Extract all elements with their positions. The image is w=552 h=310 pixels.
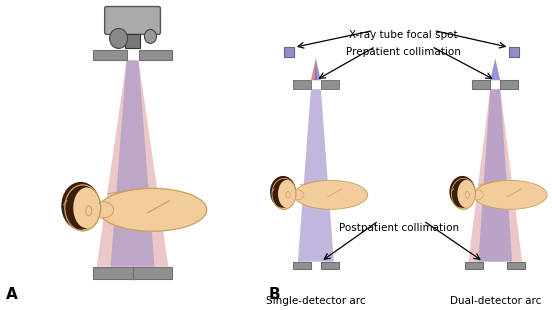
- Ellipse shape: [272, 179, 296, 209]
- Ellipse shape: [294, 180, 368, 209]
- Text: X-ray tube focal spot: X-ray tube focal spot: [349, 30, 458, 40]
- Text: Postpatient collimation: Postpatient collimation: [338, 223, 459, 233]
- Ellipse shape: [465, 191, 469, 198]
- Ellipse shape: [94, 202, 114, 218]
- Bar: [507, 262, 525, 268]
- Text: A: A: [6, 287, 18, 303]
- Ellipse shape: [286, 191, 290, 198]
- Ellipse shape: [278, 180, 296, 208]
- Ellipse shape: [73, 187, 100, 228]
- Polygon shape: [311, 58, 317, 80]
- Bar: [500, 80, 518, 89]
- Ellipse shape: [61, 182, 100, 230]
- FancyBboxPatch shape: [105, 7, 161, 34]
- Text: B: B: [269, 287, 280, 303]
- Bar: [125, 34, 141, 48]
- Ellipse shape: [449, 176, 475, 208]
- Polygon shape: [298, 89, 334, 262]
- Polygon shape: [478, 89, 512, 262]
- Bar: [293, 262, 311, 268]
- Bar: [321, 262, 339, 268]
- Ellipse shape: [145, 29, 156, 43]
- Ellipse shape: [98, 188, 207, 231]
- Ellipse shape: [270, 176, 296, 208]
- Polygon shape: [110, 60, 155, 267]
- Text: Single-detector arc: Single-detector arc: [266, 296, 365, 307]
- Bar: [139, 50, 172, 60]
- Ellipse shape: [469, 190, 484, 200]
- Ellipse shape: [290, 190, 304, 200]
- Bar: [321, 80, 339, 89]
- Text: Prepatient collimation: Prepatient collimation: [346, 47, 461, 57]
- Bar: [93, 267, 172, 279]
- Polygon shape: [97, 60, 168, 267]
- Bar: [284, 47, 294, 57]
- Ellipse shape: [473, 180, 547, 209]
- Ellipse shape: [110, 29, 128, 48]
- Ellipse shape: [86, 206, 92, 216]
- Polygon shape: [490, 58, 500, 80]
- Polygon shape: [468, 89, 522, 262]
- Ellipse shape: [458, 180, 475, 208]
- Text: Dual-detector arc: Dual-detector arc: [449, 296, 541, 307]
- Bar: [93, 50, 126, 60]
- Bar: [293, 80, 311, 89]
- Bar: [509, 47, 519, 57]
- Bar: [473, 80, 490, 89]
- Polygon shape: [315, 58, 321, 80]
- Ellipse shape: [452, 179, 475, 209]
- Bar: [465, 262, 484, 268]
- Ellipse shape: [65, 185, 100, 231]
